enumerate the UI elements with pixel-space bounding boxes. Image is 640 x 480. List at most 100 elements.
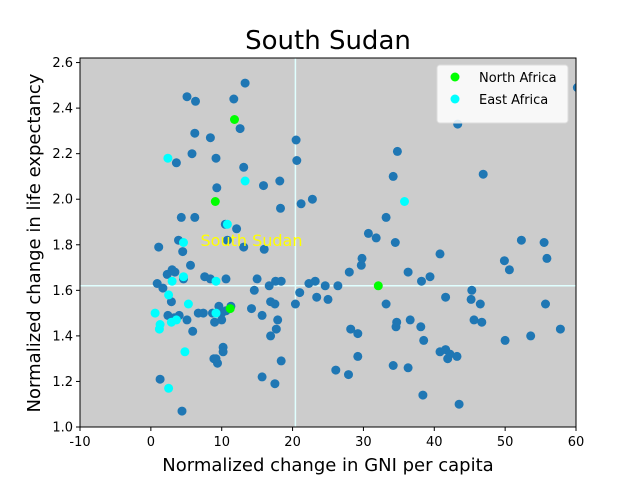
data-point [252, 274, 262, 284]
data-point [441, 292, 451, 302]
data-point [163, 310, 173, 320]
y-tick-label: 2.0 [52, 193, 73, 208]
data-point [371, 233, 381, 243]
legend: North Africa East Africa [436, 64, 569, 124]
y-tick-label: 2.6 [52, 56, 73, 71]
data-point [516, 235, 526, 245]
data-point [295, 288, 305, 298]
data-point [477, 317, 487, 327]
y-tick-label: 1.8 [52, 238, 73, 253]
data-point [400, 197, 409, 206]
data-point [170, 267, 180, 277]
data-point [346, 324, 356, 334]
y-tick-label: 2.2 [52, 147, 73, 162]
data-point [276, 356, 286, 366]
data-point [320, 281, 330, 291]
data-point [310, 276, 320, 286]
data-point [504, 265, 514, 275]
data-point [166, 297, 176, 307]
data-point [221, 274, 231, 284]
data-point [264, 281, 274, 291]
data-point [469, 315, 479, 325]
data-point [183, 299, 193, 309]
data-point [555, 324, 565, 334]
data-point [452, 351, 462, 361]
data-point [230, 115, 239, 124]
data-point [403, 363, 413, 373]
x-tick-label: 40 [426, 435, 443, 450]
data-point [373, 281, 383, 291]
data-point [273, 315, 283, 325]
data-point [331, 365, 341, 375]
data-point [164, 290, 174, 300]
data-point [180, 347, 190, 357]
data-point [222, 219, 232, 229]
data-point [177, 406, 187, 416]
legend-marker [450, 72, 460, 82]
data-point [390, 238, 400, 247]
data-point [247, 304, 256, 314]
data-point [266, 331, 276, 341]
plot-frame [79, 57, 577, 428]
data-point [182, 315, 192, 325]
data-point [218, 347, 228, 357]
legend-label: East Africa [479, 93, 548, 108]
data-point [405, 315, 415, 325]
data-point [171, 158, 181, 168]
data-point [344, 267, 354, 277]
data-point [418, 390, 428, 400]
y-tick-label: 2.4 [52, 102, 73, 117]
data-point [425, 272, 435, 282]
annotation-label: South Sudan [201, 231, 303, 250]
x-tick-label: 30 [355, 435, 372, 450]
data-point [500, 335, 510, 345]
data-point [222, 235, 232, 245]
data-point [158, 283, 168, 293]
data-point [171, 315, 181, 325]
data-point [296, 199, 306, 209]
data-point [356, 260, 366, 270]
data-point [542, 253, 552, 263]
data-point [270, 379, 280, 389]
data-point [163, 153, 173, 163]
data-point [239, 242, 249, 252]
data-point [214, 301, 224, 311]
data-point [270, 299, 280, 309]
x-tick-label: 0 [147, 435, 155, 450]
legend-label: North Africa [479, 71, 557, 86]
x-axis-ticks: -10 0 10 20 30 40 50 60 [69, 427, 584, 450]
data-point [312, 292, 322, 302]
data-point [249, 285, 259, 295]
data-point [454, 399, 464, 409]
data-point [190, 128, 200, 138]
data-point [344, 370, 353, 380]
data-point [198, 308, 208, 318]
data-point [211, 354, 221, 364]
data-point [239, 162, 249, 172]
x-tick-label: 20 [284, 435, 301, 450]
data-point [212, 183, 222, 193]
data-point [186, 260, 195, 270]
data-point [333, 281, 343, 291]
data-point [419, 335, 429, 345]
data-point [290, 299, 300, 309]
data-point [188, 326, 198, 336]
data-point [381, 212, 391, 222]
data-point [232, 224, 242, 234]
data-point [229, 94, 239, 104]
y-tick-label: 1.6 [52, 284, 73, 299]
data-point [541, 299, 550, 309]
data-point [176, 212, 186, 222]
data-point [445, 349, 455, 359]
data-point [235, 124, 245, 134]
x-tick-label: 50 [497, 435, 514, 450]
y-tick-label: 1.4 [52, 329, 73, 344]
data-point [167, 276, 177, 286]
data-point [240, 78, 250, 88]
data-point [154, 242, 164, 252]
data-point [499, 256, 509, 266]
data-point [276, 276, 286, 286]
data-point [257, 372, 267, 382]
data-point [467, 285, 477, 295]
